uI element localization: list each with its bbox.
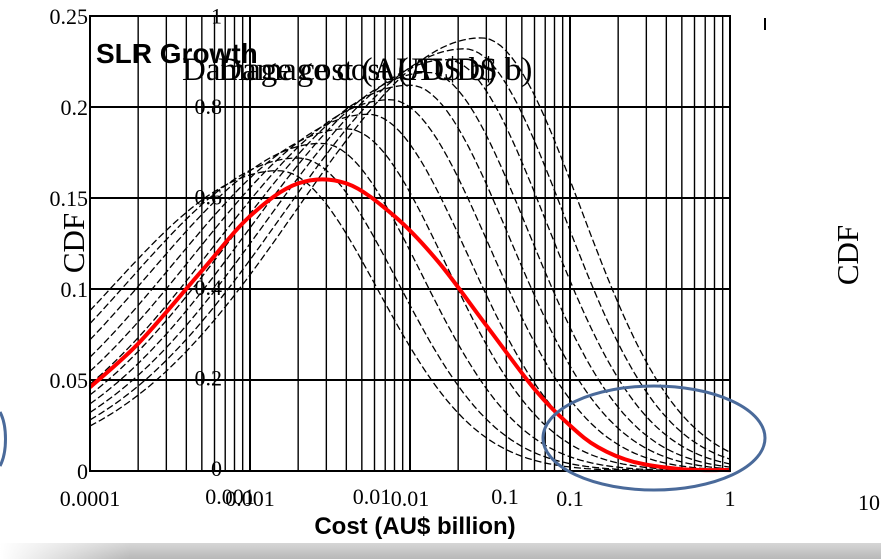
background-x-ticks: 0.001 0.01 0.1 [205,484,519,509]
background-series-line [89,99,731,471]
x-tick-label: 0.1 [556,486,584,511]
x-tick-label: 1 [725,486,736,511]
slide-bottom-band [0,543,881,559]
slide-bottom-band-fade [0,543,130,559]
y-tick-label: 0.05 [50,368,89,393]
y-axis-ticks: 0 0.05 0.1 0.15 0.2 0.25 [50,4,89,484]
highlighted-series-line [88,177,731,473]
background-x-tick-label: 0.01 [353,484,392,509]
y-tick-label: 0.15 [50,186,89,211]
background-series-line [89,113,731,472]
y-axis-label: CDF [56,213,91,273]
background-series-line [89,37,731,453]
x-tick-label: 0.001 [225,486,275,511]
background-series-line [89,142,730,472]
background-series-line [89,128,730,472]
y-tick-label: 0.2 [61,95,89,120]
background-y-tick-label: 0.2 [195,366,223,391]
background-series-line [89,71,731,468]
grid-lines [89,15,730,472]
background-y-axis-label: CDF [830,225,865,285]
x-axis-label: Cost (AU$ billion) [314,513,515,540]
x-tick-label: 0.01 [391,486,430,511]
background-series-line [89,157,730,472]
chart-title: SLR Growth [96,38,258,69]
background-chart: Damage cost (AUD$ b) Damage cost (AUD$ b… [182,4,880,516]
x-tick-label: 0.0001 [60,486,121,511]
y-tick-label: 0 [77,459,88,484]
y-tick-label: 0.25 [50,4,89,29]
tail-highlight-ellipse [541,384,767,492]
background-series-line [89,84,731,470]
background-series [89,37,731,472]
background-series-line [89,170,730,472]
background-y-tick-label: 0 [211,456,222,481]
background-x-tick-label: 0.001 [205,484,255,509]
y-tick-label: 0.1 [61,277,89,302]
background-series-line [89,48,731,460]
background-x-tick-label: 10 [858,490,880,515]
x-axis-ticks: 0.0001 0.001 0.01 0.1 1 [60,486,736,511]
left-edge-ellipse-arc [0,411,7,467]
background-x-tick-label: 0.1 [491,484,519,509]
plot-frame [89,15,731,472]
